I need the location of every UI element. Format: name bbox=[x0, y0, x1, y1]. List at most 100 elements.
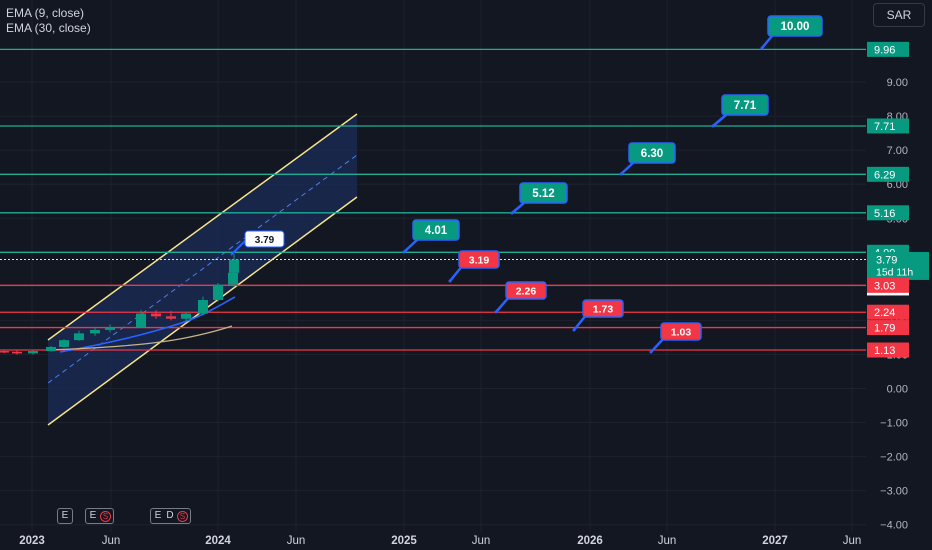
current-price-label: 3.79 bbox=[876, 254, 897, 266]
target-callout: 4.01 bbox=[402, 219, 460, 254]
price-axis: −4.00−3.00−2.00−1.000.001.002.003.004.00… bbox=[866, 0, 932, 550]
stop-callout: 1.03 bbox=[649, 322, 702, 354]
support-axis-label: 1.79 bbox=[874, 323, 895, 335]
resistance-axis-label-bg bbox=[867, 118, 909, 134]
currency-button[interactable]: SAR bbox=[873, 3, 925, 27]
time-axis: 2023 Jun 2024 Jun 2025 Jun 2026 Jun 2027 Jun bbox=[19, 535, 861, 547]
callout-label: 10.00 bbox=[781, 21, 810, 33]
price-tag-callout: 3.79 bbox=[230, 230, 285, 256]
resistance-axis-label: 6.29 bbox=[874, 169, 895, 181]
time-tick-label: Jun bbox=[287, 535, 306, 547]
indicator-legend: EMA (9, close) EMA (30, close) bbox=[6, 6, 91, 36]
target-callout: 6.30 bbox=[619, 142, 676, 176]
target-callout: 7.71 bbox=[711, 94, 769, 128]
callout-anchor-dot bbox=[572, 328, 576, 332]
target-callout: 10.00 bbox=[760, 15, 823, 50]
time-tick-label: Jun bbox=[843, 535, 862, 547]
price-tick-label: 7.00 bbox=[887, 145, 908, 157]
candles bbox=[0, 254, 239, 355]
callout-pointer bbox=[620, 162, 634, 175]
time-tick-label: 2025 bbox=[391, 535, 417, 547]
callout-anchor-dot bbox=[760, 46, 764, 50]
time-tick-label: 2023 bbox=[19, 535, 45, 547]
resistance-axis-label: 9.96 bbox=[874, 44, 895, 56]
ema30-line bbox=[47, 325, 233, 351]
callout-label: 1.73 bbox=[593, 304, 614, 316]
resistance-axis-label-bg bbox=[867, 166, 909, 182]
callout-pointer bbox=[230, 239, 247, 256]
callout-label: 7.71 bbox=[734, 100, 757, 112]
ema30-legend-item[interactable]: EMA (30, close) bbox=[6, 21, 91, 35]
candle-body bbox=[229, 259, 239, 273]
callout-anchor-dot bbox=[619, 172, 623, 176]
candle-body bbox=[59, 340, 69, 347]
callout-anchor-dot bbox=[402, 250, 406, 254]
callout-box bbox=[721, 94, 769, 116]
callout-pointer bbox=[403, 239, 418, 253]
candle-body bbox=[12, 351, 22, 354]
callout-box bbox=[458, 250, 500, 269]
callout-label: 4.01 bbox=[425, 225, 448, 237]
candle-body bbox=[46, 346, 56, 352]
price-tick-label: −2.00 bbox=[880, 452, 908, 464]
time-tick-label: 2024 bbox=[205, 535, 231, 547]
ema9-line bbox=[59, 296, 236, 353]
bar-countdown-label: 15d 11h bbox=[876, 266, 913, 278]
price-tag-label: 3.79 bbox=[255, 235, 275, 246]
price-tick-label: 9.00 bbox=[887, 77, 908, 89]
callout-label: 3.19 bbox=[469, 255, 490, 267]
candle-body bbox=[213, 284, 223, 300]
price-tick-label: 0.00 bbox=[887, 384, 908, 396]
callout-box bbox=[519, 182, 568, 204]
price-tick-label: −1.00 bbox=[880, 418, 908, 430]
candle-body bbox=[0, 351, 9, 353]
price-tick-label: −3.00 bbox=[880, 486, 908, 498]
earnings-split-event-marker[interactable]: E S bbox=[85, 508, 114, 524]
time-tick-label: Jun bbox=[658, 535, 677, 547]
callout-pointer bbox=[511, 202, 525, 214]
resistance-axis-label-bg bbox=[867, 205, 909, 221]
time-tick-label: 2027 bbox=[762, 535, 788, 547]
channel-upper-line bbox=[47, 113, 358, 341]
support-axis-label: 1.13 bbox=[874, 345, 895, 357]
ema9-legend-item[interactable]: EMA (9, close) bbox=[6, 6, 85, 20]
price-tag-box bbox=[244, 230, 285, 248]
earnings-event-label: E bbox=[154, 510, 162, 521]
stop-callout: 3.19 bbox=[448, 250, 500, 283]
support-axis-label-bg bbox=[867, 342, 909, 358]
candle-body bbox=[105, 327, 115, 330]
callout-box bbox=[505, 281, 547, 300]
time-tick-label: Jun bbox=[102, 535, 121, 547]
callout-box bbox=[660, 322, 702, 341]
resistance-axis-label-bg bbox=[867, 41, 909, 57]
callout-anchor-dot bbox=[510, 211, 514, 215]
callout-anchor-dot bbox=[494, 310, 498, 314]
time-tick-label: Jun bbox=[472, 535, 491, 547]
support-axis-label-bg bbox=[867, 320, 909, 336]
candle-body bbox=[136, 313, 146, 328]
resistance-axis-label: 5.16 bbox=[874, 208, 895, 220]
callout-pointer bbox=[761, 35, 773, 49]
level-lines bbox=[0, 48, 866, 351]
callout-label: 1.03 bbox=[671, 327, 692, 339]
stop-callout: 2.26 bbox=[494, 281, 547, 314]
callout-label: 2.26 bbox=[516, 286, 537, 298]
price-tick-label: 6.00 bbox=[887, 179, 908, 191]
split-event-label: S bbox=[100, 511, 111, 522]
earnings-event-marker[interactable]: E bbox=[57, 508, 73, 524]
candle-body bbox=[74, 333, 84, 341]
dividend-event-label: D bbox=[166, 510, 174, 521]
support-axis-label-bg bbox=[867, 277, 909, 293]
resistance-axis-label: 7.71 bbox=[874, 121, 895, 133]
callout-label: 6.30 bbox=[641, 148, 663, 160]
callout-box bbox=[412, 219, 460, 241]
split-event-label: S bbox=[177, 511, 188, 522]
price-tick-label: −4.00 bbox=[880, 520, 908, 532]
candle-body bbox=[198, 299, 208, 314]
candle-body bbox=[181, 313, 191, 319]
earnings-dividend-split-event-marker[interactable]: E D S bbox=[150, 508, 191, 524]
callout-pointer bbox=[712, 114, 727, 127]
stop-callout: 1.73 bbox=[572, 299, 624, 332]
candle-body bbox=[166, 316, 176, 319]
